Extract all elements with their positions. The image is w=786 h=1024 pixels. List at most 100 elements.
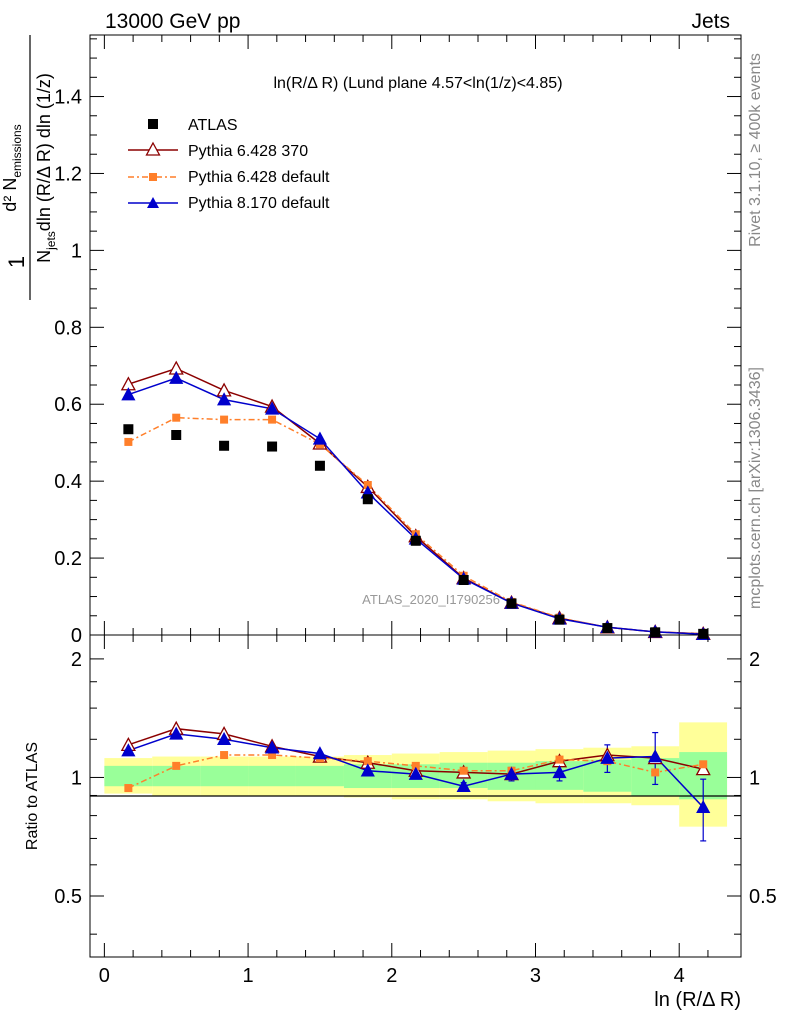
main-y-tick-label: 1.2 <box>54 163 82 185</box>
ratio-y-ticks: 0.5 0.5 1 1 2 2 <box>54 649 777 935</box>
ratio-pythia8-default-point <box>264 740 280 754</box>
ratio-x-tick-label: 1 <box>243 965 254 987</box>
pythia8-default-point <box>216 392 232 406</box>
atlas-point <box>123 424 134 435</box>
ratio-pythia6-default-point <box>220 751 229 760</box>
legend-p6-370-marker <box>145 141 161 156</box>
main-y-tick-label: 0.4 <box>54 471 82 493</box>
rivet-label: Rivet 3.1.10, ≥ 400k events <box>747 53 764 247</box>
ratio-pythia6-default-point <box>172 761 181 770</box>
ratio-x-tick-label: 0 <box>99 965 110 987</box>
y-title-d2: d² N <box>0 178 20 212</box>
ratio-pythia8-default-point <box>360 763 375 777</box>
ratio-pythia8-default-point <box>696 799 711 814</box>
ratio-x-tick-label: 2 <box>386 965 397 987</box>
legend-p8-marker <box>147 197 159 208</box>
ratio-y-tick-label-right: 1 <box>749 767 760 789</box>
main-y-tick-label: 1 <box>71 240 82 262</box>
main-y-axis-title: 1 Njetsdln (R/Δ R) dln (1/z) d² Nemissio… <box>0 35 58 300</box>
atlas-point <box>171 430 182 440</box>
legend: ATLAS Pythia 6.428 370 Pythia 6.428 defa… <box>128 117 330 212</box>
atlas-point <box>314 460 325 471</box>
legend-atlas-marker <box>148 119 158 129</box>
atlas-point <box>410 535 421 546</box>
atlas-point <box>602 623 613 634</box>
ratio-pythia8-default-point <box>504 766 519 780</box>
pythia6-default-point <box>124 437 133 446</box>
ratio-x-tick-label: 4 <box>674 965 685 987</box>
atlas-point <box>698 628 709 639</box>
ratio-band-inner <box>104 765 153 787</box>
main-y-ticks: 0 0.2 0.4 0.6 0.8 1 1.2 1.4 <box>54 38 741 647</box>
atlas-point <box>219 440 230 451</box>
pythia8-default-point <box>312 431 328 445</box>
ratio-y-tick-label-right: 0.5 <box>749 886 777 908</box>
atlas-point <box>267 441 278 452</box>
y-title-jets-sub: jets <box>44 231 58 251</box>
pythia6-default-point <box>268 415 277 424</box>
y-title-njets: N <box>34 250 54 263</box>
ratio-y-axis-title: Ratio to ATLAS <box>24 742 41 850</box>
ratio-pythia6-default-point <box>699 760 708 769</box>
ratio-pythia8-default-point <box>408 766 423 780</box>
y-title-emissions-sub: emissions <box>10 124 24 177</box>
ratio-pythia6-default-point <box>124 784 133 793</box>
atlas-point <box>458 575 469 585</box>
atlas-point <box>362 494 373 505</box>
atlas-point <box>506 598 517 609</box>
legend-p6-370-label: Pythia 6.428 370 <box>188 143 308 160</box>
header-right: Jets <box>691 10 730 33</box>
legend-p6-default-label: Pythia 6.428 default <box>188 169 330 186</box>
ratio-pythia8-default-point <box>121 743 136 757</box>
atlas-point <box>554 614 565 625</box>
mcplots-label: mcplots.cern.ch [arXiv:1306.3436] <box>747 367 764 609</box>
header-left: 13000 GeV pp <box>105 10 240 33</box>
ratio-pythia6-default-point <box>459 766 468 775</box>
ratio-x-axis-title: ln (R/Δ R) <box>654 989 741 1011</box>
ratio-pythia8-default-point <box>312 746 328 760</box>
ratio-plot-frame <box>89 634 742 958</box>
ratio-pythia6-default-point <box>555 755 564 764</box>
main-series <box>120 360 711 641</box>
ratio-pythia8-default-point <box>456 778 471 792</box>
ratio-pythia6-370-point <box>695 761 711 776</box>
main-y-tick-label: 1.4 <box>54 87 82 109</box>
y-title-d2n: d² Nemissions <box>0 124 24 211</box>
ratio-x-tick-label: 3 <box>530 965 541 987</box>
pythia8-default-point <box>169 370 184 384</box>
ratio-pythia8-default-point <box>169 726 184 740</box>
ratio-y-tick-label: 1 <box>71 767 82 789</box>
main-watermark: ATLAS_2020_I1790256 <box>362 592 500 607</box>
pythia8-default-point <box>121 387 136 401</box>
main-y-tick-label: 0.6 <box>54 394 82 416</box>
pythia8-default-point <box>264 401 280 415</box>
legend-atlas-label: ATLAS <box>188 117 238 134</box>
ratio-pythia6-default-point <box>363 757 372 766</box>
ratio-pythia8-default-point <box>648 749 663 763</box>
y-title-denom-rest: dln (R/Δ R) dln (1/z) <box>34 73 54 231</box>
ratio-x-ticks: 0 1 2 3 4 <box>99 635 709 987</box>
ratio-pythia6-default-point <box>651 768 660 777</box>
y-title-denominator: Njetsdln (R/Δ R) dln (1/z) <box>34 73 58 263</box>
ratio-pythia8-default-point <box>216 731 232 746</box>
ratio-pythia6-default-point <box>268 751 277 760</box>
ratio-y-tick-label: 0.5 <box>54 886 82 908</box>
ratio-panel: 0.5 0.5 1 1 2 2 0 1 2 3 4 Ratio to ATLAS ln (R/Δ … <box>24 634 777 1011</box>
atlas-point <box>650 627 661 638</box>
main-plot-title: ln(R/Δ R) (Lund plane 4.57<ln(1/z)<4.85) <box>273 75 562 92</box>
main-y-tick-label: 0 <box>71 625 82 647</box>
ratio-pythia8-default-point <box>600 750 615 764</box>
ratio-y-tick-label: 2 <box>71 649 82 671</box>
legend-p6-default-marker <box>149 173 157 181</box>
main-y-tick-label: 0.2 <box>54 548 82 570</box>
pythia6-default-point <box>363 481 372 489</box>
ratio-pythia6-default-point <box>411 761 420 770</box>
ratio-series <box>120 720 711 842</box>
ratio-band-inner <box>200 765 249 787</box>
pythia6-default-point <box>220 415 229 424</box>
ratio-y-tick-label-right: 2 <box>749 649 760 671</box>
ratio-band-inner <box>152 765 201 787</box>
main-x-ticks <box>103 35 709 635</box>
y-title-numerator: 1 <box>4 256 29 268</box>
legend-p8-label: Pythia 8.170 default <box>188 195 330 212</box>
